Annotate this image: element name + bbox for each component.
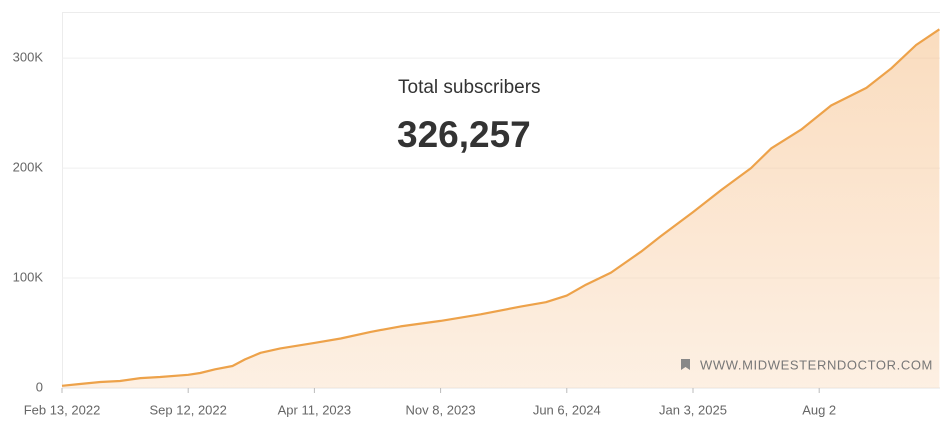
x-tick-label: Aug 2 bbox=[802, 402, 836, 417]
y-tick-label: 300K bbox=[13, 50, 44, 65]
labels: 0 100K 200K 300K Feb 13, 2022 Sep 12, 2022 Apr… bbox=[13, 50, 837, 418]
x-tick-label: Jun 6, 2024 bbox=[533, 402, 601, 417]
watermark-icon bbox=[681, 359, 690, 370]
y-tick-label: 100K bbox=[13, 269, 44, 284]
x-tick-label: Sep 12, 2022 bbox=[150, 402, 227, 417]
y-tick-label: 200K bbox=[13, 160, 44, 175]
x-tick-label: Feb 13, 2022 bbox=[24, 402, 101, 417]
marks bbox=[61, 28, 940, 389]
total-value: 326,257 bbox=[397, 114, 531, 155]
x-tick-label: Apr 11, 2023 bbox=[278, 402, 351, 417]
x-tick-label: Nov 8, 2023 bbox=[406, 402, 476, 417]
line bbox=[61, 28, 940, 387]
y-tick-label: 0 bbox=[36, 379, 43, 394]
x-tick-label: Jan 3, 2025 bbox=[659, 402, 727, 417]
area bbox=[62, 29, 940, 389]
chart-title: Total subscribers bbox=[398, 77, 541, 98]
watermark: WWW.MIDWESTERNDOCTOR.COM bbox=[700, 357, 933, 372]
